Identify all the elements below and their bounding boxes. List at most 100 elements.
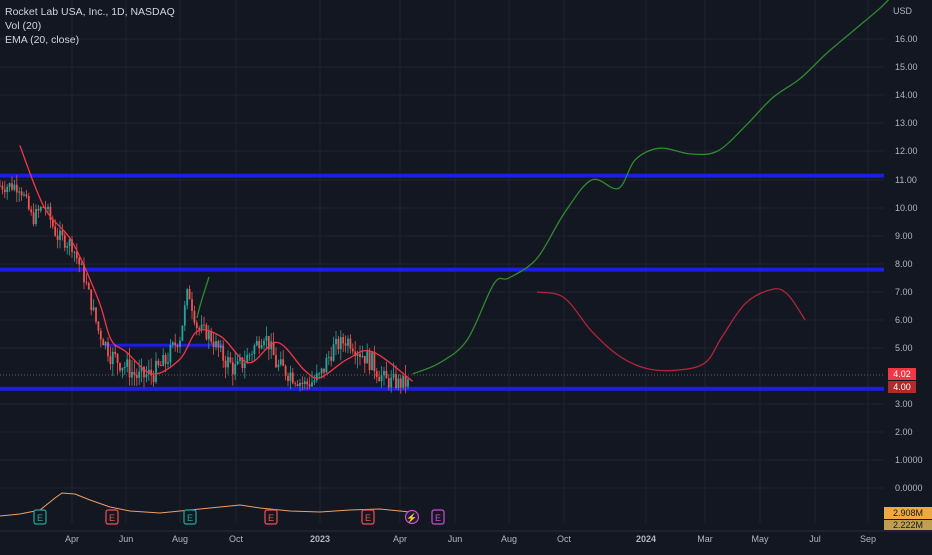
candle-body [236, 360, 239, 365]
candle-body [47, 206, 49, 210]
candle-body [13, 184, 16, 190]
earnings-marker[interactable]: E [183, 509, 197, 525]
candle-body [359, 353, 361, 357]
candle-body [217, 341, 220, 348]
candle-body [128, 359, 131, 378]
candle-body [20, 191, 23, 196]
candle-body [212, 341, 215, 348]
candle-body [126, 359, 129, 367]
earnings-marker[interactable]: E [105, 509, 119, 525]
candle-body [56, 235, 59, 240]
earnings-marker-box [33, 509, 47, 525]
candle-body [18, 191, 21, 193]
support-resistance-lines [0, 173, 884, 391]
candle-body [42, 207, 45, 208]
candle-body [159, 365, 162, 366]
candle-body [39, 207, 42, 211]
candle-body [140, 366, 143, 372]
candle-body [390, 377, 393, 388]
candle-body [243, 363, 246, 369]
candle-body [222, 345, 225, 361]
candle-body [387, 378, 390, 388]
candle-body [61, 230, 64, 236]
candle-body [299, 382, 301, 386]
candle-body [399, 378, 402, 388]
candle-body [239, 357, 241, 361]
chart-legend: Rocket Lab USA, Inc., 1D, NASDAQ Vol (20… [5, 5, 175, 47]
candle-body [361, 355, 364, 357]
candle-body [25, 194, 28, 197]
candle-body [339, 337, 342, 350]
candle-body [402, 375, 405, 388]
dividend-marker-circle [404, 509, 420, 525]
candle-body [404, 375, 407, 387]
time-tick-label: Jun [448, 534, 463, 544]
candle-body [397, 378, 400, 388]
candle-body [176, 345, 179, 347]
candle-body [368, 350, 371, 371]
candle-body [78, 258, 81, 265]
price-tick-label: 10.00 [895, 203, 918, 213]
candle-body [311, 382, 313, 387]
level-badge [888, 381, 916, 393]
candle-body [143, 366, 145, 378]
candle-body [92, 307, 95, 311]
ema-line [19, 145, 413, 382]
candle-body [275, 354, 277, 368]
candle-body [205, 324, 208, 340]
price-axis: USD 16.00 15.00 14.00 13.00 12.00 11.00 10.00 9.… [884, 6, 932, 530]
candle-body [63, 235, 66, 248]
candlesticks [0, 175, 409, 394]
candle-body [193, 310, 196, 323]
volume-indicator-label[interactable]: Vol (20) [5, 20, 42, 32]
earnings-marker[interactable]: E [33, 509, 47, 525]
candle-body [169, 344, 172, 363]
candle-body [71, 239, 73, 252]
candle-body [246, 354, 249, 364]
ema-indicator-label[interactable]: EMA (20, close) [5, 34, 80, 46]
candle-body [109, 356, 112, 365]
level-badge-label: 4.00 [893, 382, 911, 392]
candle-body [392, 373, 395, 378]
candle-body [313, 380, 316, 383]
candle-body [291, 372, 294, 384]
candle-body [0, 185, 1, 187]
earnings-marker[interactable]: E [431, 509, 445, 525]
price-tick-label: 3.00 [895, 399, 913, 409]
candle-body [107, 342, 109, 357]
candle-body [6, 186, 9, 193]
candle-body [231, 362, 234, 375]
candle-body [332, 344, 335, 361]
candle-body [133, 371, 136, 375]
candle-body [253, 345, 256, 354]
candle-body [344, 343, 347, 346]
price-tick-label: 16.00 [895, 34, 918, 44]
time-tick-label: May [751, 534, 769, 544]
candle-body [23, 194, 25, 196]
candle-body [200, 324, 203, 330]
candle-body [8, 183, 11, 187]
candle-body [15, 184, 18, 193]
earnings-marker[interactable]: E [264, 509, 278, 525]
candle-body [195, 322, 198, 329]
symbol-title[interactable]: Rocket Lab USA, Inc., 1D, NASDAQ [5, 6, 175, 18]
volume-badge [884, 507, 932, 519]
candle-body [35, 208, 37, 225]
candle-body [135, 374, 138, 378]
price-tick-label: 0.0000 [895, 483, 923, 493]
candle-body [354, 351, 357, 357]
earnings-marker[interactable]: E [361, 509, 375, 525]
time-tick-label: Aug [501, 534, 517, 544]
price-badge-label: 4.02 [893, 369, 911, 379]
grid-lines [0, 0, 884, 523]
time-axis-bg [0, 531, 932, 550]
earnings-marker[interactable]: ⚡ [404, 509, 420, 525]
candle-body [191, 299, 193, 311]
candle-body [90, 289, 93, 311]
candle-body [32, 212, 35, 225]
candle-body [330, 356, 333, 361]
candle-body [347, 338, 349, 346]
earnings-marker-box [361, 509, 375, 525]
